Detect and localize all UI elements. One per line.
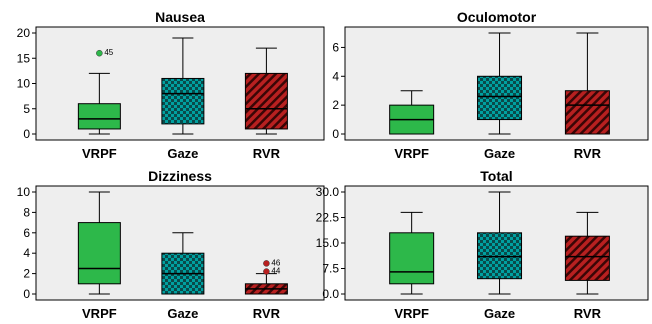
y-tick-label: 20 bbox=[17, 26, 31, 40]
chart-title: Nausea bbox=[155, 9, 205, 25]
outlier-point bbox=[263, 268, 270, 275]
x-tick-label: VRPF bbox=[394, 146, 429, 161]
y-tick-label: 0 bbox=[332, 127, 339, 141]
y-tick-label: 15.0 bbox=[316, 236, 340, 250]
panel-oculomotor: Oculomotor 0 2 4 6 VRPF Gaze RVR bbox=[332, 9, 649, 161]
x-tick-label: VRPF bbox=[82, 146, 117, 161]
box-rvr bbox=[564, 211, 610, 295]
y-tick-label: 10 bbox=[17, 185, 31, 199]
box-gaze bbox=[477, 32, 523, 135]
box-gaze bbox=[477, 191, 523, 295]
iqr-box bbox=[477, 232, 523, 280]
x-tick-label: Gaze bbox=[484, 306, 515, 321]
y-tick-label: 0 bbox=[23, 127, 30, 141]
chart-title: Total bbox=[480, 168, 512, 184]
iqr-box bbox=[77, 222, 121, 285]
iqr-box bbox=[564, 235, 610, 281]
y-tick-label: 5 bbox=[23, 102, 30, 116]
iqr-box bbox=[77, 103, 121, 130]
box-vrpf bbox=[389, 90, 435, 135]
box-vrpf bbox=[77, 191, 121, 295]
y-tick-label: 6 bbox=[332, 40, 339, 54]
iqr-box bbox=[244, 72, 288, 130]
y-tick-label: 0 bbox=[23, 287, 30, 301]
box-vrpf: 45 bbox=[77, 48, 121, 135]
x-tick-label: Gaze bbox=[167, 306, 198, 321]
y-tick-label: 30.0 bbox=[316, 185, 340, 199]
iqr-box bbox=[564, 90, 610, 135]
x-tick-label: Gaze bbox=[167, 146, 198, 161]
outlier-label: 45 bbox=[104, 48, 113, 57]
y-tick-label: 0.0 bbox=[322, 287, 339, 301]
x-tick-label: Gaze bbox=[484, 146, 515, 161]
x-tick-label: RVR bbox=[253, 146, 281, 161]
box-vrpf bbox=[389, 211, 435, 295]
box-rvr bbox=[564, 32, 610, 135]
y-tick-label: 2 bbox=[332, 98, 339, 112]
iqr-box bbox=[161, 77, 205, 125]
outlier-point bbox=[96, 49, 103, 57]
y-tick-label: 15 bbox=[17, 51, 31, 65]
y-tick-label: 4 bbox=[23, 246, 30, 260]
iqr-box bbox=[477, 75, 523, 121]
chart-title: Dizziness bbox=[148, 168, 212, 184]
x-tick-label: RVR bbox=[253, 306, 281, 321]
outlier-label: 44 bbox=[271, 267, 280, 276]
outlier-point bbox=[263, 260, 270, 267]
box-gaze bbox=[161, 232, 205, 295]
box-gaze bbox=[161, 37, 205, 135]
outlier-label: 46 bbox=[271, 258, 280, 267]
iqr-box bbox=[389, 232, 435, 285]
chart-title: Oculomotor bbox=[457, 9, 537, 25]
y-tick-label: 8 bbox=[23, 205, 30, 219]
y-tick-label: 2 bbox=[23, 267, 30, 281]
panel-total: Total 0.0 7.5 15.0 22.5 30.0 VRPF Gaze RVR bbox=[316, 168, 649, 321]
y-tick-label: 22.5 bbox=[316, 211, 340, 225]
panel-nausea: Nausea 0 5 10 15 20 45 VRPF Gaze RVR bbox=[17, 9, 325, 161]
x-tick-label: VRPF bbox=[394, 306, 429, 321]
y-tick-label: 10 bbox=[17, 77, 31, 91]
y-tick-label: 7.5 bbox=[322, 262, 339, 276]
y-tick-label: 4 bbox=[332, 69, 339, 83]
box-rvr bbox=[244, 47, 288, 135]
y-tick-label: 6 bbox=[23, 226, 30, 240]
x-tick-label: RVR bbox=[574, 306, 602, 321]
x-tick-label: RVR bbox=[574, 146, 602, 161]
x-tick-label: VRPF bbox=[82, 306, 117, 321]
